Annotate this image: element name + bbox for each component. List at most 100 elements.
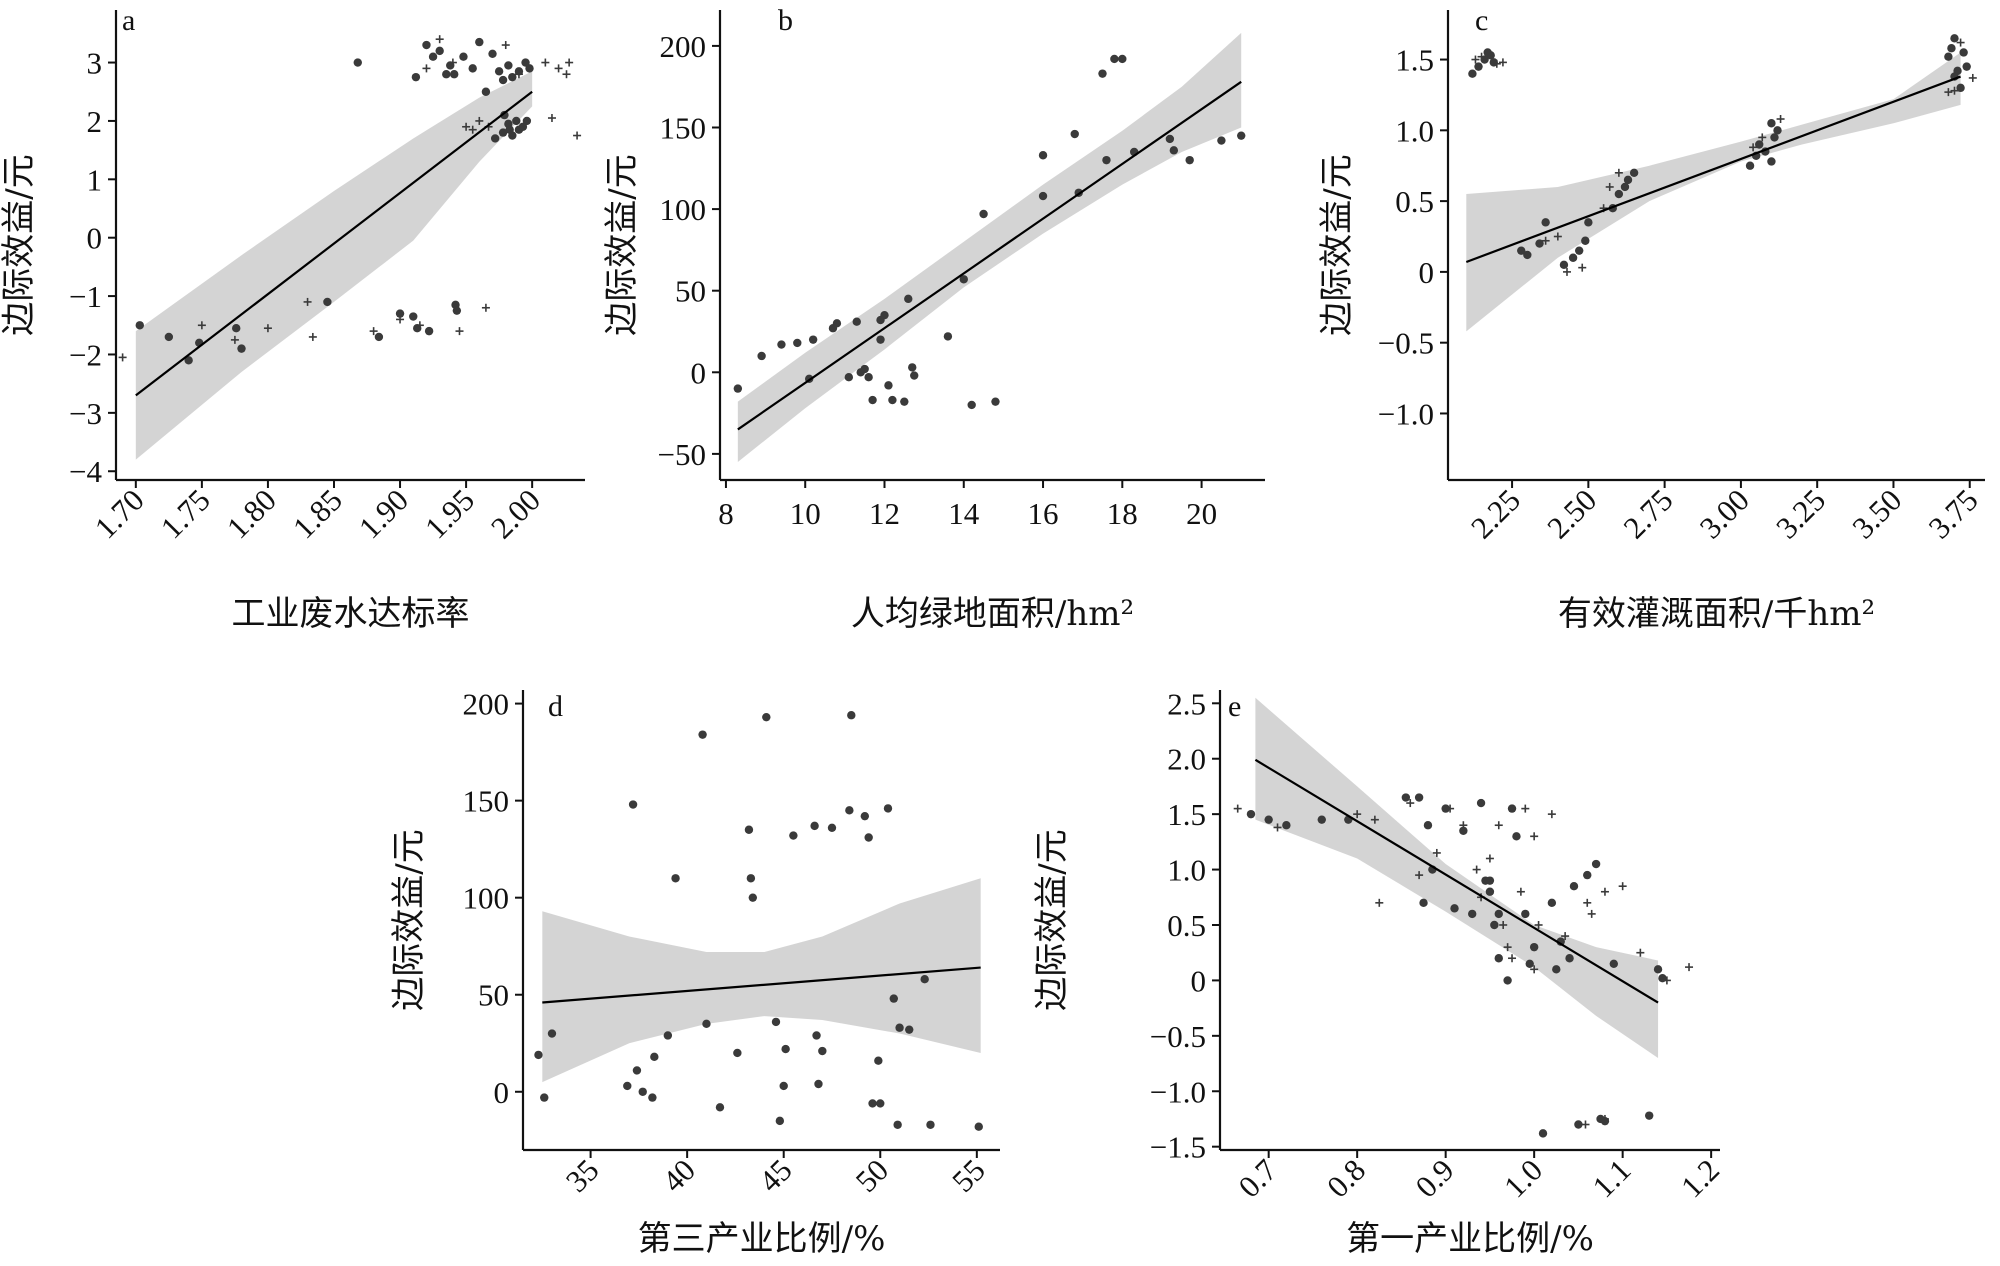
data-point [504,61,513,70]
data-point [500,110,509,120]
x-axis-title: 第一产业比例/% [1346,1219,1594,1259]
data-point [512,116,521,126]
y-tick-label: 2.0 [1167,742,1206,777]
plus-marker [1749,143,1758,152]
data-point [698,730,707,739]
plus-marker [1583,898,1592,907]
data-point [540,1093,549,1102]
y-tick-label: 1 [87,162,103,197]
data-point [1423,821,1433,830]
data-point [1525,959,1534,968]
plus-marker [1432,848,1441,857]
data-point [889,994,898,1003]
y-tick-label: −1 [69,279,102,314]
y-tick-label: 0 [1419,255,1435,290]
data-point [1441,804,1450,813]
data-point [411,72,421,82]
x-tick-label: 2.50 [1540,482,1603,545]
plus-marker [1587,909,1596,918]
y-tick-label: 0 [1191,963,1207,998]
data-point [746,874,756,883]
data-point [663,1031,673,1040]
data-point [547,1029,557,1038]
x-tick-label: 35 [559,1152,606,1199]
data-point [1569,881,1579,891]
data-point [481,87,491,96]
data-point [1474,62,1483,71]
panel-c: −1.0−0.500.51.01.52.25 2.50 2.75 3.00 3.25 3.… [1317,4,1985,634]
data-point [1102,155,1111,165]
data-point [1401,793,1411,802]
data-point [1591,859,1601,869]
data-point [1614,189,1624,199]
y-tick-label: 1.5 [1395,43,1434,78]
y-axis-title: 边际效益/元 [389,829,429,1010]
data-point [1070,129,1079,139]
data-point [847,711,856,720]
panel-label: b [778,4,793,37]
plus-marker [1600,1114,1609,1123]
plus-marker [1685,963,1694,972]
plus-marker [118,353,127,362]
data-point [1645,1111,1654,1120]
data-point [1583,870,1592,880]
data-point [1185,155,1194,165]
y-tick-label: 2.5 [1167,686,1206,721]
data-point [904,294,913,304]
y-tick-label: 150 [463,784,510,819]
data-point [974,1122,983,1131]
panel-e: −1.5 −1.0 −0.5 0 0.5 1.0 1.5 2.0 2.5 0.7 0.8 0.9 1.0… [1032,686,1726,1259]
regression-line [135,90,533,397]
data-point [1944,52,1953,61]
data-point [1962,62,1971,71]
data-point [648,1093,657,1102]
y-tick-label: −1.5 [1150,1130,1206,1165]
panel-label: a [122,4,135,37]
data-point [505,125,514,134]
data-point [888,395,897,405]
data-point [1653,965,1663,974]
data-point [1450,904,1459,913]
data-point [864,372,873,382]
y-tick-label: 3 [87,46,103,81]
data-point [1947,44,1956,53]
data-point [508,72,517,82]
plus-marker [1534,920,1543,929]
plus-marker [541,58,550,67]
data-point [777,340,786,349]
data-point [1745,161,1755,170]
plus-marker [1498,58,1507,67]
data-point [771,1017,781,1027]
x-tick-label: 1.70 [88,482,151,545]
regression-line [737,80,1242,431]
y-tick-label: −0.5 [1378,326,1434,361]
data-point [1767,119,1776,128]
data-point [488,49,497,58]
plus-marker [1776,115,1785,124]
data-point [1523,250,1532,260]
data-point [1568,253,1578,262]
y-tick-label: 150 [660,111,707,146]
data-point [632,1066,642,1075]
data-point [1547,898,1557,908]
plus-marker [415,321,424,330]
data-point [868,395,877,405]
plus-marker [573,131,582,140]
data-point [808,335,818,344]
y-tick-label: −50 [658,437,706,472]
x-tick-label: 14 [948,496,980,531]
y-axis-title: 边际效益/元 [602,154,642,335]
x-axis-title: 人均绿地面积/hm² [851,594,1134,634]
data-point [422,40,431,50]
data-point [164,332,174,342]
y-tick-label: 0.5 [1167,908,1206,943]
data-point [1584,218,1593,227]
data-point [827,823,837,833]
x-tick-label: 40 [655,1152,702,1199]
x-tick-label: 0.7 [1231,1152,1283,1204]
plus-marker [230,335,239,344]
data-point [883,804,893,813]
data-point [1098,69,1107,78]
x-tick-label: 1.1 [1585,1152,1637,1204]
